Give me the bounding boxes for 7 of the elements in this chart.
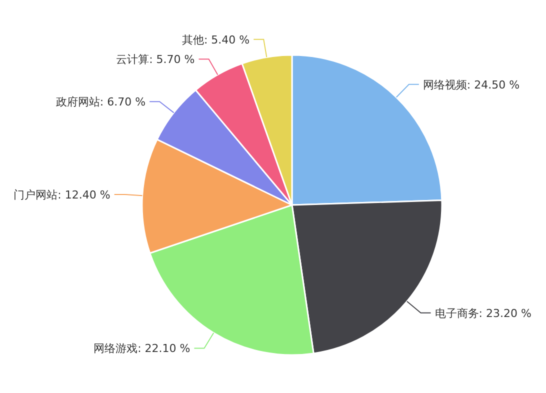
data-label: 门户网站: 12.40 % (14, 188, 110, 202)
data-label: 电子商务: 23.20 % (434, 306, 532, 320)
data-label: 云计算: 5.70 % (116, 53, 195, 66)
data-label: 网络游戏: 22.10 % (94, 342, 190, 356)
data-label: 政府网站: 6.70 % (56, 96, 146, 109)
data-label: 其他: 5.40 % (182, 33, 250, 46)
data-label: 网络视频: 24.50 % (422, 78, 520, 92)
